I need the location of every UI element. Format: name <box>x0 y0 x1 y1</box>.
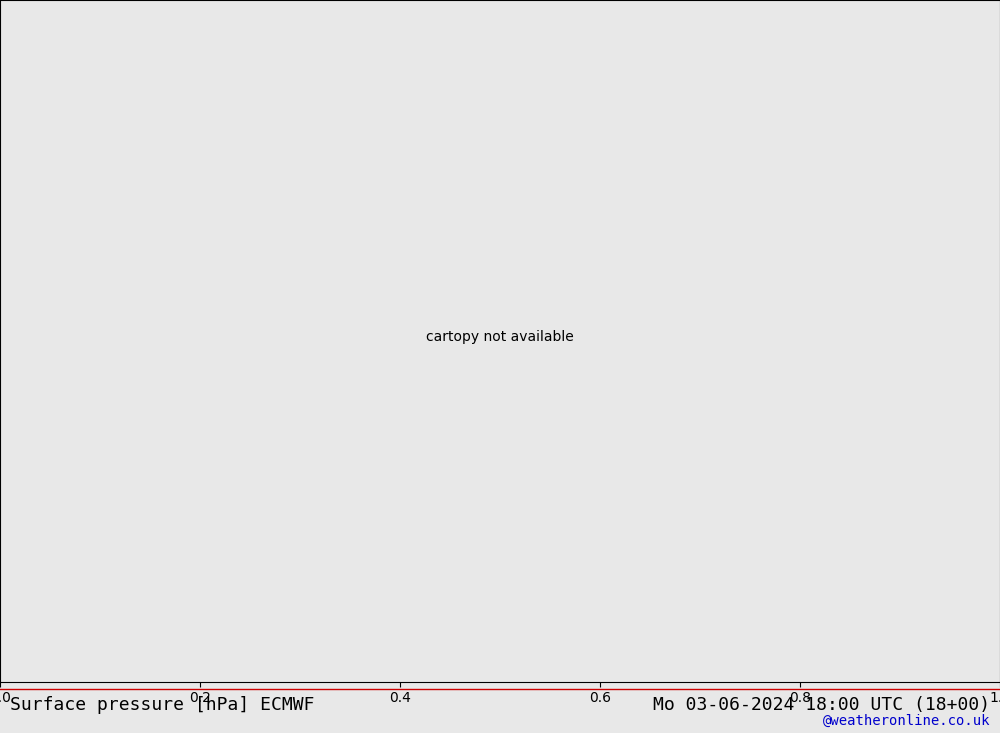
Text: cartopy not available: cartopy not available <box>426 330 574 344</box>
Text: Surface pressure [hPa] ECMWF: Surface pressure [hPa] ECMWF <box>10 696 314 714</box>
Text: Mo 03-06-2024 18:00 UTC (18+00): Mo 03-06-2024 18:00 UTC (18+00) <box>653 696 990 714</box>
Text: @weatheronline.co.uk: @weatheronline.co.uk <box>822 714 990 728</box>
